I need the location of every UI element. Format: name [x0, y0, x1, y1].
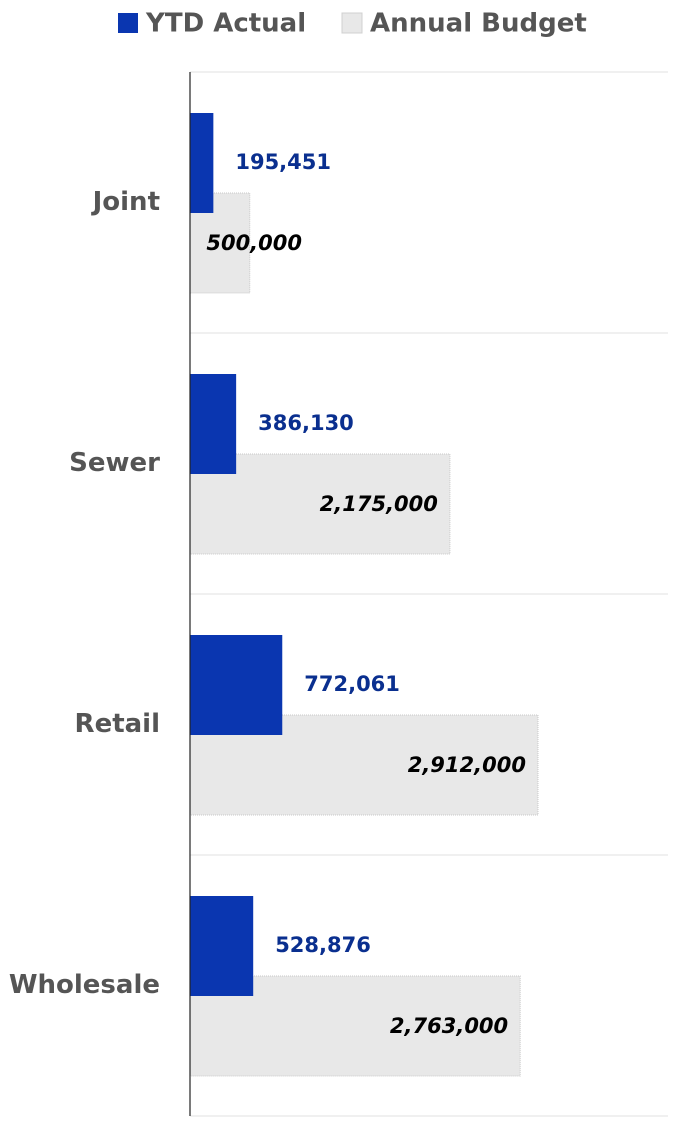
actual-value-label: 772,061	[304, 672, 400, 696]
budget-value-label: 500,000	[206, 231, 302, 255]
actual-bar	[190, 635, 283, 735]
category-label: Retail	[75, 709, 160, 739]
legend-swatch	[118, 13, 138, 33]
actual-value-label: 528,876	[275, 933, 371, 957]
budget-value-label: 2,175,000	[320, 492, 438, 516]
legend-label: Annual Budget	[370, 9, 587, 39]
budget-bar	[189, 975, 521, 1077]
legend-swatch	[341, 12, 363, 34]
actual-value-label: 386,130	[258, 411, 354, 435]
category-label: Sewer	[69, 448, 160, 478]
actual-value-label: 195,451	[235, 150, 331, 174]
legend-label: YTD Actual	[145, 9, 306, 39]
budget-value-label: 2,912,000	[408, 753, 526, 777]
category-label: Wholesale	[9, 970, 160, 1000]
actual-bar	[190, 896, 254, 996]
budget-value-label: 2,763,000	[390, 1014, 508, 1038]
actual-bar	[190, 374, 237, 474]
actual-bar	[190, 113, 214, 213]
category-label: Joint	[91, 187, 160, 217]
